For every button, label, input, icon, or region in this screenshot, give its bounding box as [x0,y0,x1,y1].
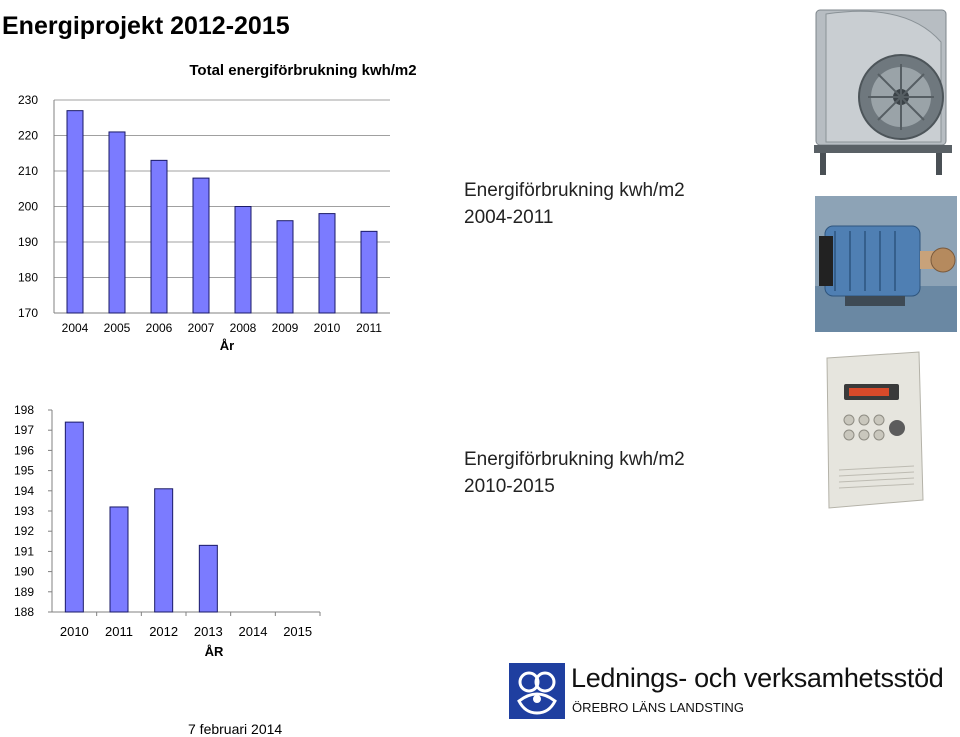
y-tick-label: 220 [18,129,38,143]
caption-energy-2004-2011: Energiförbrukning kwh/m2 2004-2011 [464,177,685,231]
motor-image [815,196,957,332]
caption-line1: Energiförbrukning kwh/m2 [464,449,685,470]
x-tick-label: 2008 [230,321,257,335]
y-tick-label: 230 [18,93,38,107]
y-tick-label: 191 [14,544,34,558]
x-tick-label: 2010 [60,624,89,639]
y-tick-label: 195 [14,464,34,478]
x-tick-label: 2015 [283,624,312,639]
bar-2005 [108,131,126,314]
y-tick-label: 190 [18,235,38,249]
y-tick-label: 189 [14,585,34,599]
y-tick-label: 194 [14,484,34,498]
bar-2010 [64,421,84,613]
caption-line1: Energiförbrukning kwh/m2 [464,180,685,201]
x-tick-label: 2010 [314,321,341,335]
x-axis-title: ÅR [205,644,224,659]
bar-2013 [198,544,218,613]
bar-2012 [154,488,174,613]
caption-line2: 2010-2015 [464,476,555,497]
y-tick-label: 210 [18,164,38,178]
x-tick-label: 2007 [188,321,215,335]
bar-2009 [276,220,294,314]
x-tick-label: 2004 [62,321,89,335]
y-tick-label: 200 [18,200,38,214]
caption-energy-2010-2015: Energiförbrukning kwh/m2 2010-2015 [464,446,685,500]
y-tick-label: 193 [14,504,34,518]
chart-energy-2010-2015: 188 189 190 191 192 193 194 195 196 197 198 2010 201… [14,403,321,659]
x-tick-label: 2011 [105,624,133,639]
footer-date: 7 februari 2014 [188,721,283,737]
page-title: Energiprojekt 2012-2015 [2,12,290,40]
x-tick-label: 2014 [239,624,268,639]
y-tick-label: 197 [14,423,34,437]
logo-name: Lednings- och verksamhetsstöd [571,663,944,693]
caption-line2: 2004-2011 [464,207,554,228]
x-tick-label: 2009 [272,321,299,335]
bar-2011 [109,506,129,613]
x-axis-title: År [220,338,234,353]
logo-org: ÖREBRO LÄNS LANDSTING [572,700,744,715]
x-tick-label: 2011 [356,321,382,335]
fan-image [806,2,958,182]
x-tick-label: 2006 [146,321,173,335]
y-tick-label: 196 [14,443,34,457]
x-tick-label: 2013 [194,624,223,639]
y-tick-label: 180 [18,271,38,285]
inverter-image [819,350,931,515]
landsting-logo-icon [509,663,565,719]
y-tick-label: 190 [14,565,34,579]
x-tick-label: 2012 [149,624,178,639]
y-tick-label: 170 [18,306,38,320]
bar-2011 [360,230,378,314]
chart-total-energy-2004-2011: Total energiförbrukning kwh/m2 170 180 190 2… [18,62,417,353]
chart-title: Total energiförbrukning kwh/m2 [189,62,416,79]
bar-2006 [150,159,168,314]
bar-2007 [192,177,210,314]
bar-2010 [318,213,336,314]
y-tick-label: 188 [14,605,34,619]
y-tick-label: 198 [14,403,34,417]
x-tick-label: 2005 [104,321,131,335]
y-tick-label: 192 [14,524,34,538]
bar-2008 [234,206,252,314]
bar-2004 [66,110,84,314]
